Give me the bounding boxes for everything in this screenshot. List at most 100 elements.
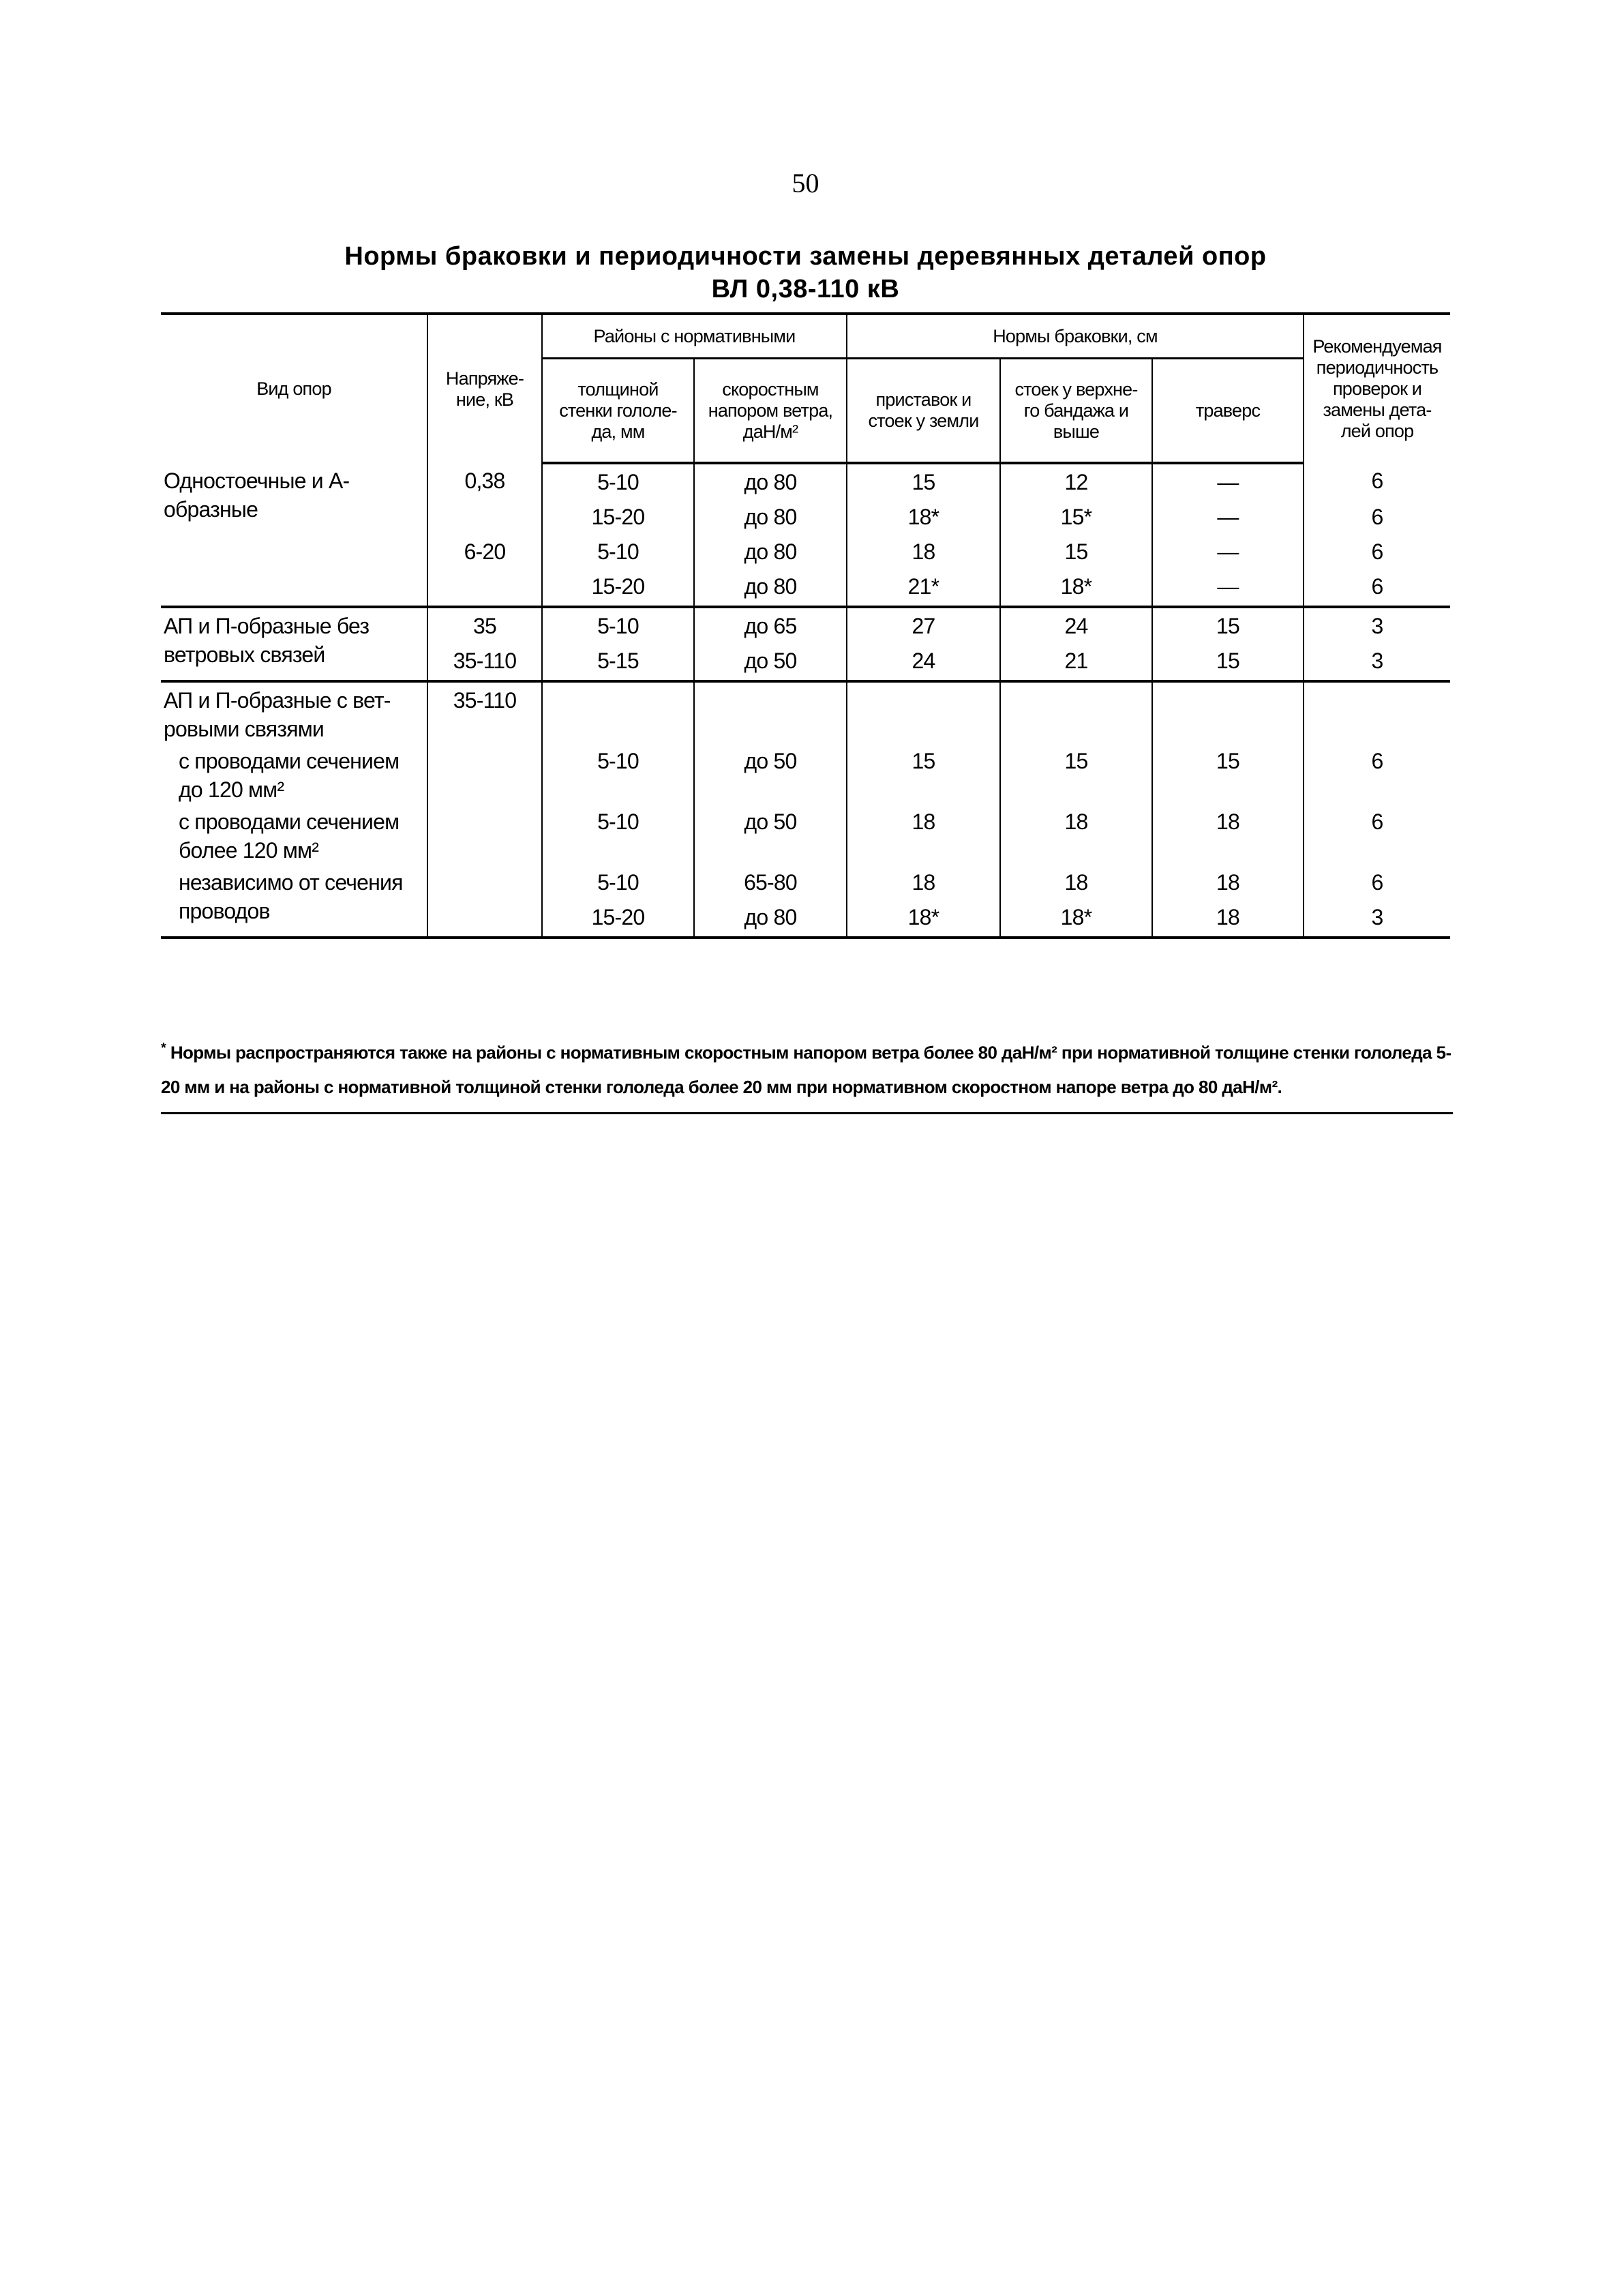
cell-top: 21 <box>999 643 1152 683</box>
cell-traverse: — <box>1151 463 1304 499</box>
cell-type: с проводами сечением до 120 мм² <box>179 749 400 802</box>
cell-type: Одностоечные и А- образные <box>161 463 427 608</box>
cell-traverse: 18 <box>1151 804 1304 865</box>
cell-top: 18* <box>999 899 1152 939</box>
cell-traverse <box>1151 681 1304 743</box>
cell-traverse: 15 <box>1151 743 1304 804</box>
cell-top: 24 <box>999 607 1152 643</box>
footnote-text: Нормы распространяются также на районы с… <box>161 1042 1451 1097</box>
cell-period: 3 <box>1303 899 1451 939</box>
cell-top: 15 <box>999 534 1152 569</box>
cell-top: 18* <box>999 569 1152 608</box>
cell-voltage <box>427 499 542 534</box>
header-traverse: траверс <box>1151 358 1304 464</box>
header-top: стоек у верхне- го бандажа и выше <box>999 358 1152 464</box>
footnote-marker: * <box>161 1041 166 1056</box>
cell-wind: 65-80 <box>693 865 847 899</box>
cell-traverse: 18 <box>1151 899 1304 939</box>
table-row: АП и П-образные с вет- ровыми связями 35-… <box>161 681 1451 743</box>
cell-type: АП и П-образные без ветровых связей <box>161 607 427 683</box>
header-base: приставок и стоек у земли <box>846 358 1000 464</box>
cell-type: с проводами сечением более 120 мм² <box>179 809 400 863</box>
table-body: Одностоечные и А- образные 0,38 5-10 до 80 1… <box>161 463 1451 939</box>
cell-ice <box>541 681 694 743</box>
header-regions: Районы с нормативными <box>541 312 847 359</box>
cell-ice: 5-15 <box>541 643 694 683</box>
table-row: 15-20 до 80 18* 18* 18 3 <box>161 899 1451 939</box>
cell-voltage <box>427 569 542 608</box>
footnote-rule <box>161 1112 1453 1114</box>
cell-period: 6 <box>1303 804 1451 865</box>
cell-ice: 5-10 <box>541 865 694 899</box>
cell-type: АП и П-образные с вет- ровыми связями <box>164 688 391 741</box>
cell-base: 15 <box>846 743 1000 804</box>
cell-period: 6 <box>1303 499 1451 534</box>
cell-voltage <box>427 804 542 865</box>
cell-ice: 5-10 <box>541 463 694 499</box>
cell-base: 18 <box>846 804 1000 865</box>
cell-base <box>846 681 1000 743</box>
cell-traverse: 15 <box>1151 607 1304 643</box>
cell-voltage <box>427 899 542 939</box>
cell-base: 18 <box>846 865 1000 899</box>
cell-ice: 15-20 <box>541 499 694 534</box>
table-row: Одностоечные и А- образные 0,38 5-10 до 80 1… <box>161 463 1451 608</box>
cell-voltage: 35 <box>427 607 542 643</box>
table-row: 6-20 5-10 до 80 18 15—6 <box>161 534 1451 569</box>
cell-ice: 5-10 <box>541 534 694 569</box>
cell-ice: 5-10 <box>541 804 694 865</box>
table-row: 15-20 до 80 21* 18* —6 <box>161 569 1451 608</box>
cell-traverse: 15 <box>1151 643 1304 683</box>
header-type: Вид опор <box>161 312 427 463</box>
cell-voltage: 0,38 <box>427 463 542 499</box>
cell-base: 18* <box>846 499 1000 534</box>
cell-period: 6 <box>1303 569 1451 608</box>
cell-wind: до 65 <box>693 607 847 643</box>
cell-period: 6 <box>1303 534 1451 569</box>
cell-voltage: 35-110 <box>427 643 542 683</box>
cell-wind: до 80 <box>693 534 847 569</box>
cell-period: 3 <box>1303 607 1451 643</box>
cell-wind: до 80 <box>693 569 847 608</box>
cell-traverse: — <box>1151 534 1304 569</box>
header-norms: Нормы браковки, см <box>845 312 1304 359</box>
cell-period: 6 <box>1303 743 1451 804</box>
cell-top: 15* <box>999 499 1152 534</box>
cell-wind: до 80 <box>693 499 847 534</box>
footnote: * Нормы распространяются также на районы… <box>161 1031 1453 1104</box>
cell-base: 18* <box>846 899 1000 939</box>
cell-traverse: — <box>1151 499 1304 534</box>
header-ice: толщиной стенки гололе- да, мм <box>541 358 694 464</box>
cell-type: независимо от сечения проводов <box>161 865 427 939</box>
cell-ice: 5-10 <box>541 607 694 643</box>
cell-wind: до 50 <box>693 743 847 804</box>
cell-ice: 5-10 <box>541 743 694 804</box>
title-line-1: Нормы браковки и периодичности замены де… <box>344 242 1267 271</box>
cell-voltage: 6-20 <box>427 534 542 569</box>
table-row: 15-20 до 80 18* 15* —6 <box>161 499 1451 534</box>
cell-period <box>1303 681 1451 743</box>
page-title: Нормы браковки и периодичности замены де… <box>0 240 1611 305</box>
cell-base: 24 <box>846 643 1000 683</box>
cell-period: 6 <box>1303 865 1451 899</box>
cell-traverse: 18 <box>1151 865 1304 899</box>
cell-period: 6 <box>1303 463 1451 499</box>
table-row: независимо от сечения проводов 5-10 65-80 1… <box>161 865 1451 939</box>
cell-base: 27 <box>846 607 1000 643</box>
page-number: 50 <box>792 168 819 198</box>
cell-traverse: — <box>1151 569 1304 608</box>
cell-base: 21* <box>846 569 1000 608</box>
table-row: АП и П-образные без ветровых связей 35 5-1… <box>161 607 1451 683</box>
cell-top: 12 <box>999 463 1152 499</box>
cell-ice: 15-20 <box>541 569 694 608</box>
header-voltage: Напряже- ние, кВ <box>427 312 542 463</box>
table-row: 35-110 5-15 до 50 24 21 15 3 <box>161 643 1451 683</box>
norms-table: Вид опор Напряже- ние, кВ Районы с норма… <box>161 312 1451 939</box>
title-line-2: ВЛ 0,38-110 кВ <box>711 275 900 303</box>
cell-top: 18 <box>999 865 1152 899</box>
cell-wind: до 50 <box>693 643 847 683</box>
table-row: с проводами сечением более 120 мм² 5-10 до… <box>161 804 1451 865</box>
cell-voltage <box>427 865 542 899</box>
cell-base: 18 <box>846 534 1000 569</box>
cell-voltage: 35-110 <box>427 681 542 743</box>
